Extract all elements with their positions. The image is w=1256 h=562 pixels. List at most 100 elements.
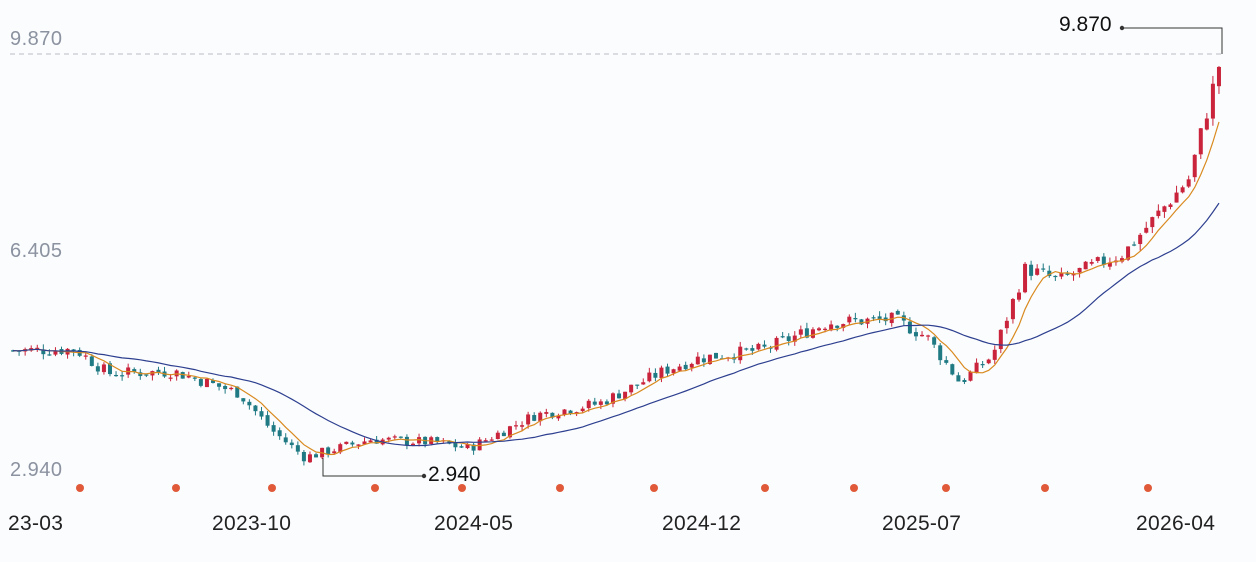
candle-up xyxy=(489,439,494,441)
candle-up xyxy=(641,382,646,385)
event-marker-dot xyxy=(458,484,466,492)
candle-up xyxy=(841,324,846,328)
candle-up xyxy=(623,391,628,400)
event-marker-dot xyxy=(268,484,276,492)
candle-down xyxy=(404,436,409,445)
candle-down xyxy=(435,437,440,443)
candle-down xyxy=(744,348,749,350)
candle-up xyxy=(1174,192,1179,203)
candle-down xyxy=(314,454,319,458)
candle-up xyxy=(477,439,482,451)
candle-up xyxy=(410,443,415,446)
candle-down xyxy=(198,379,203,386)
candle-up xyxy=(168,377,173,379)
event-marker-dot xyxy=(761,484,769,492)
candle-down xyxy=(277,430,282,437)
candle-down xyxy=(550,412,555,418)
candlestick-series xyxy=(11,66,1221,466)
candle-up xyxy=(1156,210,1161,217)
candle-up xyxy=(580,408,585,412)
candle-down xyxy=(932,337,937,345)
candle-up xyxy=(598,401,603,405)
candle-up xyxy=(920,334,925,337)
candle-down xyxy=(114,374,119,377)
candle-down xyxy=(980,364,985,366)
candle-up xyxy=(1071,274,1076,276)
candle-down xyxy=(853,318,858,320)
min-price-label: 2.940 xyxy=(428,463,481,486)
candle-up xyxy=(307,454,312,463)
candle-up xyxy=(1016,292,1021,300)
max-annotation-dot xyxy=(1119,25,1125,31)
candle-down xyxy=(192,377,197,379)
candle-up xyxy=(386,437,391,440)
candle-down xyxy=(253,405,258,412)
candle-up xyxy=(1150,217,1155,228)
candle-up xyxy=(495,432,500,440)
candle-down xyxy=(1041,268,1046,270)
candle-down xyxy=(289,442,294,446)
candle-down xyxy=(241,398,246,402)
candle-down xyxy=(950,364,955,375)
candle-up xyxy=(738,346,743,361)
candle-up xyxy=(689,363,694,368)
candle-up xyxy=(974,362,979,374)
y-tick-mid: 6.405 xyxy=(10,240,63,262)
candle-up xyxy=(659,367,664,379)
candle-up xyxy=(756,343,761,350)
candle-up xyxy=(1107,262,1112,267)
candle-up xyxy=(1126,246,1131,260)
candle-up xyxy=(1216,66,1221,87)
candle-down xyxy=(859,319,864,325)
candle-up xyxy=(101,364,106,373)
candle-down xyxy=(907,321,912,334)
candle-up xyxy=(1168,204,1173,208)
candle-up xyxy=(1059,272,1064,277)
candle-up xyxy=(507,426,512,438)
candle-up xyxy=(186,376,191,378)
candle-down xyxy=(71,349,76,352)
candle-up xyxy=(817,328,822,331)
ma-long-line xyxy=(12,202,1220,447)
min-annotation-leader xyxy=(322,458,424,477)
candle-down xyxy=(592,401,597,405)
candle-down xyxy=(944,360,949,363)
candle-up xyxy=(992,349,997,360)
candle-down xyxy=(326,447,331,455)
x-tick-label: 2025-07 xyxy=(882,512,962,535)
candle-down xyxy=(501,432,506,437)
candle-up xyxy=(514,425,519,427)
candle-up xyxy=(392,436,397,438)
x-tick-label: 2023-10 xyxy=(212,512,292,535)
candle-up xyxy=(1035,268,1040,275)
candle-down xyxy=(883,317,888,322)
event-marker-dot xyxy=(1144,484,1152,492)
y-tick-top: 9.870 xyxy=(10,28,63,50)
candle-down xyxy=(235,386,240,398)
candle-up xyxy=(1083,261,1088,270)
candle-down xyxy=(144,374,149,376)
event-marker-dot xyxy=(556,484,564,492)
candle-down xyxy=(301,451,306,462)
candle-down xyxy=(283,437,288,443)
candle-down xyxy=(223,385,228,390)
candle-up xyxy=(792,335,797,342)
x-tick-label: 2026-04 xyxy=(1136,512,1216,535)
candle-up xyxy=(671,369,676,374)
candle-up xyxy=(847,316,852,323)
event-marker-dot xyxy=(1041,484,1049,492)
candle-up xyxy=(647,372,652,382)
event-marker-dot xyxy=(371,484,379,492)
candle-up xyxy=(774,337,779,350)
candle-down xyxy=(350,442,355,445)
candle-up xyxy=(556,416,561,419)
candle-down xyxy=(871,317,876,319)
candle-up xyxy=(823,328,828,330)
candle-down xyxy=(89,356,94,366)
candle-up xyxy=(1004,320,1009,329)
max-price-label: 9.870 xyxy=(1059,13,1112,36)
candle-up xyxy=(1095,257,1100,261)
candle-down xyxy=(271,425,276,432)
x-tick-label: 2024-05 xyxy=(434,512,514,535)
candle-down xyxy=(132,369,137,372)
